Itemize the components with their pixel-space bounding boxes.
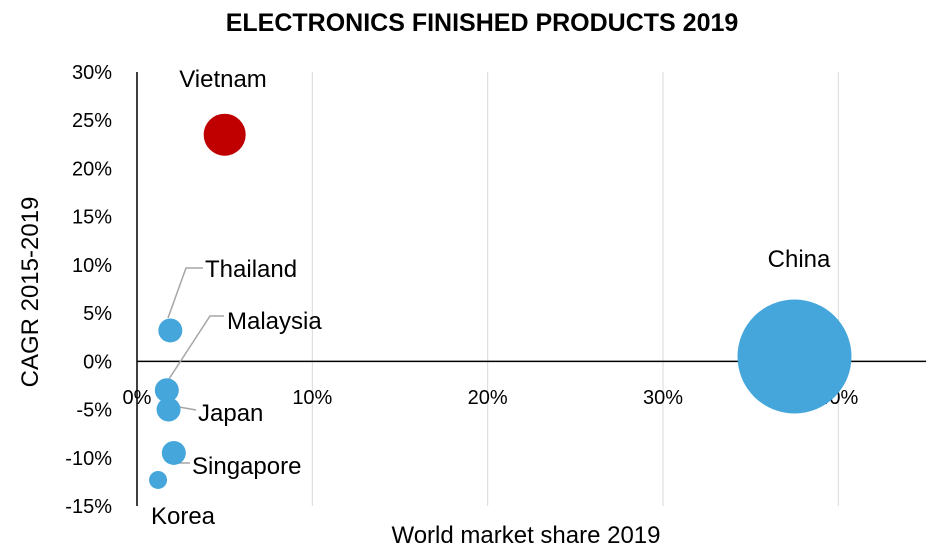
bubbles: [149, 113, 852, 489]
y-tick-label: -15%: [65, 496, 112, 518]
x-tick-label: 10%: [292, 387, 332, 409]
y-tick-label: 30%: [72, 62, 112, 84]
y-tick-label: 10%: [72, 255, 112, 277]
bubble-thailand: [158, 318, 183, 343]
y-tick-labels: 30% 25% 20% 15% 10% 5% 0% -5% -10% -15%: [65, 62, 112, 518]
bubble-malaysia: [154, 378, 179, 403]
label-singapore: Singapore: [192, 453, 301, 480]
x-tick-label: 20%: [468, 387, 508, 409]
x-tick-label: 0%: [123, 387, 152, 409]
gridlines: [311, 72, 839, 506]
y-tick-label: 15%: [72, 207, 112, 229]
bubble-singapore: [161, 440, 186, 465]
y-tick-label: 20%: [72, 158, 112, 180]
axes: [136, 72, 926, 506]
bubble-japan: [156, 397, 181, 422]
label-japan: Japan: [198, 400, 263, 427]
x-axis-title: World market share 2019: [391, 522, 660, 549]
y-tick-label: 25%: [72, 110, 112, 132]
leader-malaysia: [166, 315, 224, 383]
label-thailand: Thailand: [205, 256, 297, 283]
label-china: China: [768, 246, 831, 273]
bubble-korea: [149, 470, 168, 489]
label-korea: Korea: [151, 503, 216, 530]
x-tick-label: 30%: [643, 387, 683, 409]
y-tick-label: 5%: [83, 303, 112, 325]
bubble-china: [737, 299, 852, 414]
label-malaysia: Malaysia: [227, 308, 322, 335]
point-labels: Vietnam China Thailand Malaysia Japan Singapo…: [151, 66, 831, 530]
y-tick-label: -5%: [76, 400, 112, 422]
label-vietnam: Vietnam: [179, 66, 267, 93]
y-axis-title: CAGR 2015-2019: [17, 197, 44, 388]
chart-title: ELECTRONICS FINISHED PRODUCTS 2019: [226, 9, 739, 37]
y-tick-label: -10%: [65, 448, 112, 470]
leader-lines: [166, 267, 224, 464]
bubble-vietnam: [203, 113, 246, 156]
leader-thailand: [167, 267, 203, 319]
y-tick-label: 0%: [83, 351, 112, 373]
